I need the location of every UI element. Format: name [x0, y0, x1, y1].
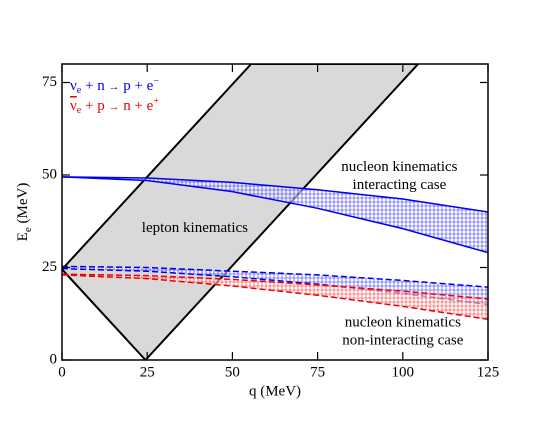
- x-tick-label: 100: [392, 364, 415, 380]
- legend-entry: νe + p → n + e+: [70, 96, 159, 116]
- y-label-main: E: [15, 232, 31, 241]
- band-edge: [62, 265, 488, 288]
- legend-text: →: [108, 101, 119, 113]
- legend-text: p + e: [119, 78, 153, 94]
- x-tick-label: 75: [310, 364, 325, 380]
- y-tick-label: 25: [42, 259, 57, 275]
- legend-text: →: [108, 81, 119, 93]
- y-label-sub: e: [22, 227, 34, 232]
- x-tick-label: 125: [477, 364, 500, 380]
- band-fill: [62, 176, 488, 253]
- legend-text: ν: [70, 78, 77, 94]
- legend-text: n + e: [119, 98, 153, 114]
- legend-text: +: [153, 96, 159, 107]
- plot-frame: [61, 63, 489, 361]
- x-axis-label: q (MeV): [249, 383, 301, 399]
- y-label-unit: (MeV): [15, 183, 31, 228]
- band-edge: [62, 274, 488, 321]
- annotation: nucleon kinematics: [341, 159, 457, 175]
- legend-text: e: [77, 105, 82, 116]
- legend-entry: νe + n → p + e−: [70, 76, 159, 96]
- x-tick-label: 50: [225, 364, 240, 380]
- x-tick-label: 25: [140, 364, 155, 380]
- band-edge: [62, 176, 488, 254]
- annotation: interacting case: [353, 177, 447, 193]
- x-tick-label: 0: [58, 364, 66, 380]
- lepton-region: [62, 64, 420, 360]
- annotation: nucleon kinematics: [345, 314, 461, 330]
- annotation: lepton kinematics: [142, 220, 248, 236]
- band-fill: [62, 266, 488, 305]
- annotation: non-interacting case: [342, 332, 464, 348]
- legend-text: + p: [81, 98, 108, 114]
- legend-text: + n: [81, 78, 108, 94]
- y-tick-label: 50: [42, 166, 57, 182]
- legend-text: e: [77, 85, 82, 96]
- band-edge: [62, 176, 488, 213]
- band-fill: [62, 274, 488, 320]
- band-edge: [62, 273, 488, 300]
- legend-text: ν: [70, 98, 77, 114]
- y-tick-label: 0: [50, 351, 58, 367]
- plot-area: [62, 64, 488, 360]
- y-axis-label: Ee (MeV): [15, 183, 33, 242]
- legend-text: −: [153, 76, 159, 87]
- y-tick-label: 75: [42, 74, 57, 90]
